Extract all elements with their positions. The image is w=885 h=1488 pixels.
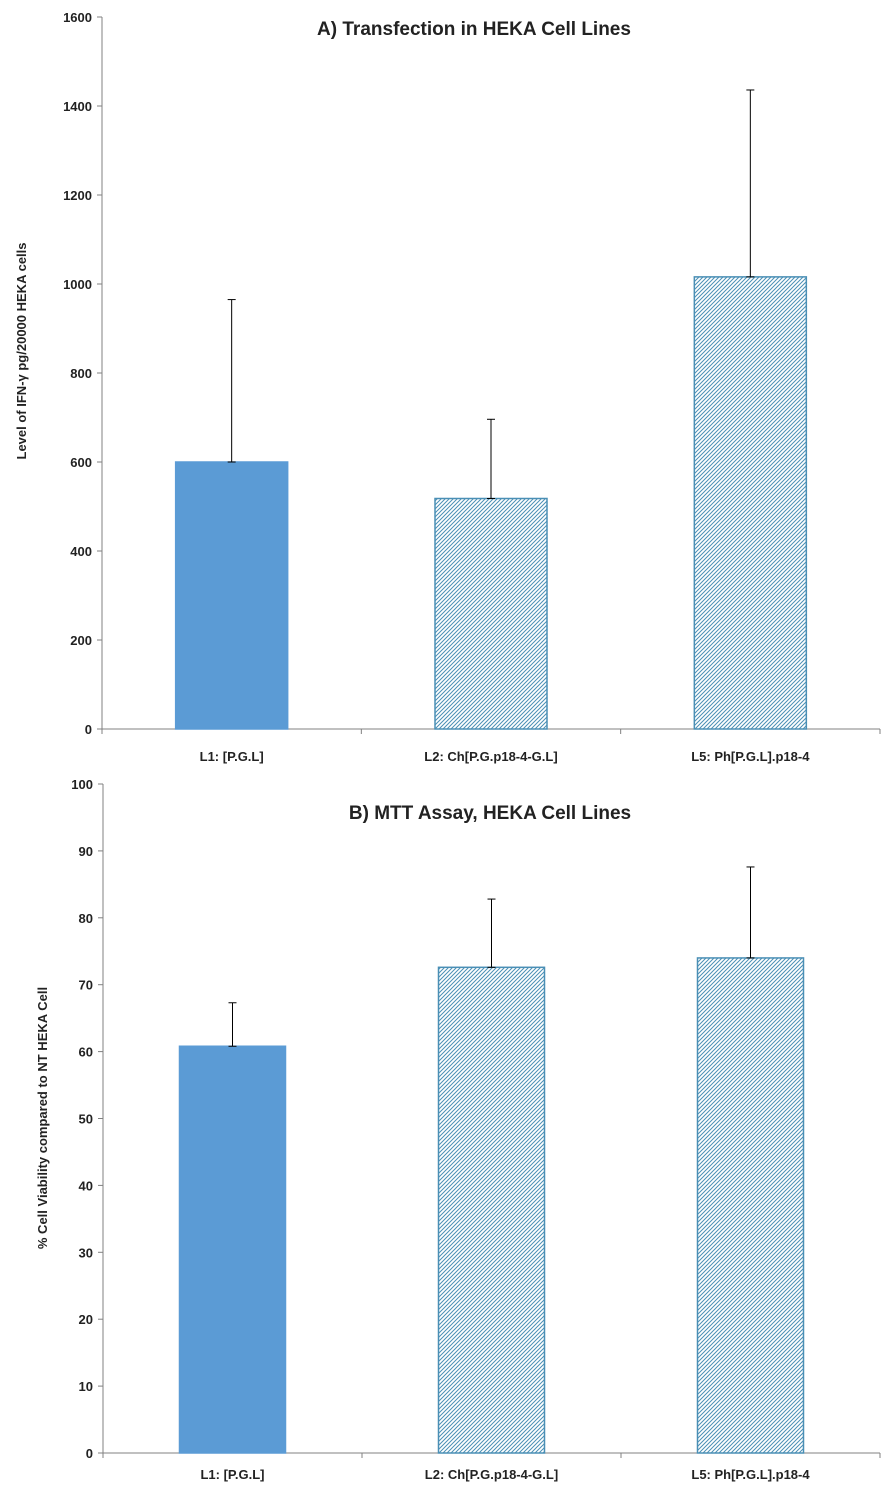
y-tick-label: 1200 <box>63 188 92 203</box>
y-tick-label: 50 <box>79 1112 93 1127</box>
bar <box>174 461 289 730</box>
chart-b-y-axis-label: % Cell Viability compared to NT HEKA Cel… <box>35 987 50 1249</box>
y-tick-label: 1000 <box>63 277 92 292</box>
y-tick-label: 60 <box>79 1045 93 1060</box>
y-tick-label: 1600 <box>63 10 92 25</box>
y-tick-label: 30 <box>79 1245 93 1260</box>
chart-b-bars <box>178 957 805 1454</box>
chart-b: B) MTT Assay, HEKA Cell Lines % Cell Via… <box>35 777 881 1482</box>
x-category-label: L1: [P.G.L] <box>200 749 264 764</box>
y-tick-label: 80 <box>79 911 93 926</box>
y-tick-label: 40 <box>79 1178 93 1193</box>
y-tick-label: 800 <box>70 366 92 381</box>
y-tick-label: 90 <box>79 844 93 859</box>
chart-b-category-labels: L1: [P.G.L] L2: Ch[P.G.p18-4-G.L] L5: Ph[P… <box>200 1467 810 1482</box>
y-tick-label: 600 <box>70 455 92 470</box>
y-tick-label: 0 <box>85 722 92 737</box>
bar <box>693 276 808 730</box>
chart-a-tick-labels: 0 200 400 600 800 1000 1200 1400 1600 <box>63 10 92 737</box>
y-tick-label: 1400 <box>63 99 92 114</box>
bar <box>696 957 805 1454</box>
y-tick-label: 20 <box>79 1312 93 1327</box>
y-tick-label: 0 <box>86 1446 93 1461</box>
chart-a-y-axis-label: Level of IFN-γ pg/20000 HEKA cells <box>14 243 29 460</box>
x-category-label: L2: Ch[P.G.p18-4-G.L] <box>424 749 557 764</box>
chart-b-title: B) MTT Assay, HEKA Cell Lines <box>349 803 631 824</box>
chart-a-error-bars <box>227 89 755 499</box>
chart-b-error-bars <box>228 866 755 1047</box>
chart-b-tick-labels: 0 10 20 30 40 50 60 70 80 90 100 <box>71 777 93 1461</box>
bar <box>434 497 548 730</box>
y-tick-label: 400 <box>70 544 92 559</box>
y-tick-label: 10 <box>79 1379 93 1394</box>
y-tick-label: 200 <box>70 633 92 648</box>
y-tick-label: 70 <box>79 978 93 993</box>
x-category-label: L5: Ph[P.G.L].p18-4 <box>691 749 810 764</box>
bar <box>178 1045 287 1454</box>
chart-a-bars <box>174 276 808 730</box>
x-category-label: L2: Ch[P.G.p18-4-G.L] <box>425 1467 558 1482</box>
x-category-label: L5: Ph[P.G.L].p18-4 <box>691 1467 810 1482</box>
chart-a-category-labels: L1: [P.G.L] L2: Ch[P.G.p18-4-G.L] L5: Ph[P… <box>200 749 811 764</box>
x-category-label: L1: [P.G.L] <box>200 1467 264 1482</box>
chart-a: A) Transfection in HEKA Cell Lines Level… <box>14 10 881 764</box>
y-tick-label: 100 <box>71 777 93 792</box>
chart-a-title: A) Transfection in HEKA Cell Lines <box>317 19 631 40</box>
bar <box>437 966 546 1454</box>
